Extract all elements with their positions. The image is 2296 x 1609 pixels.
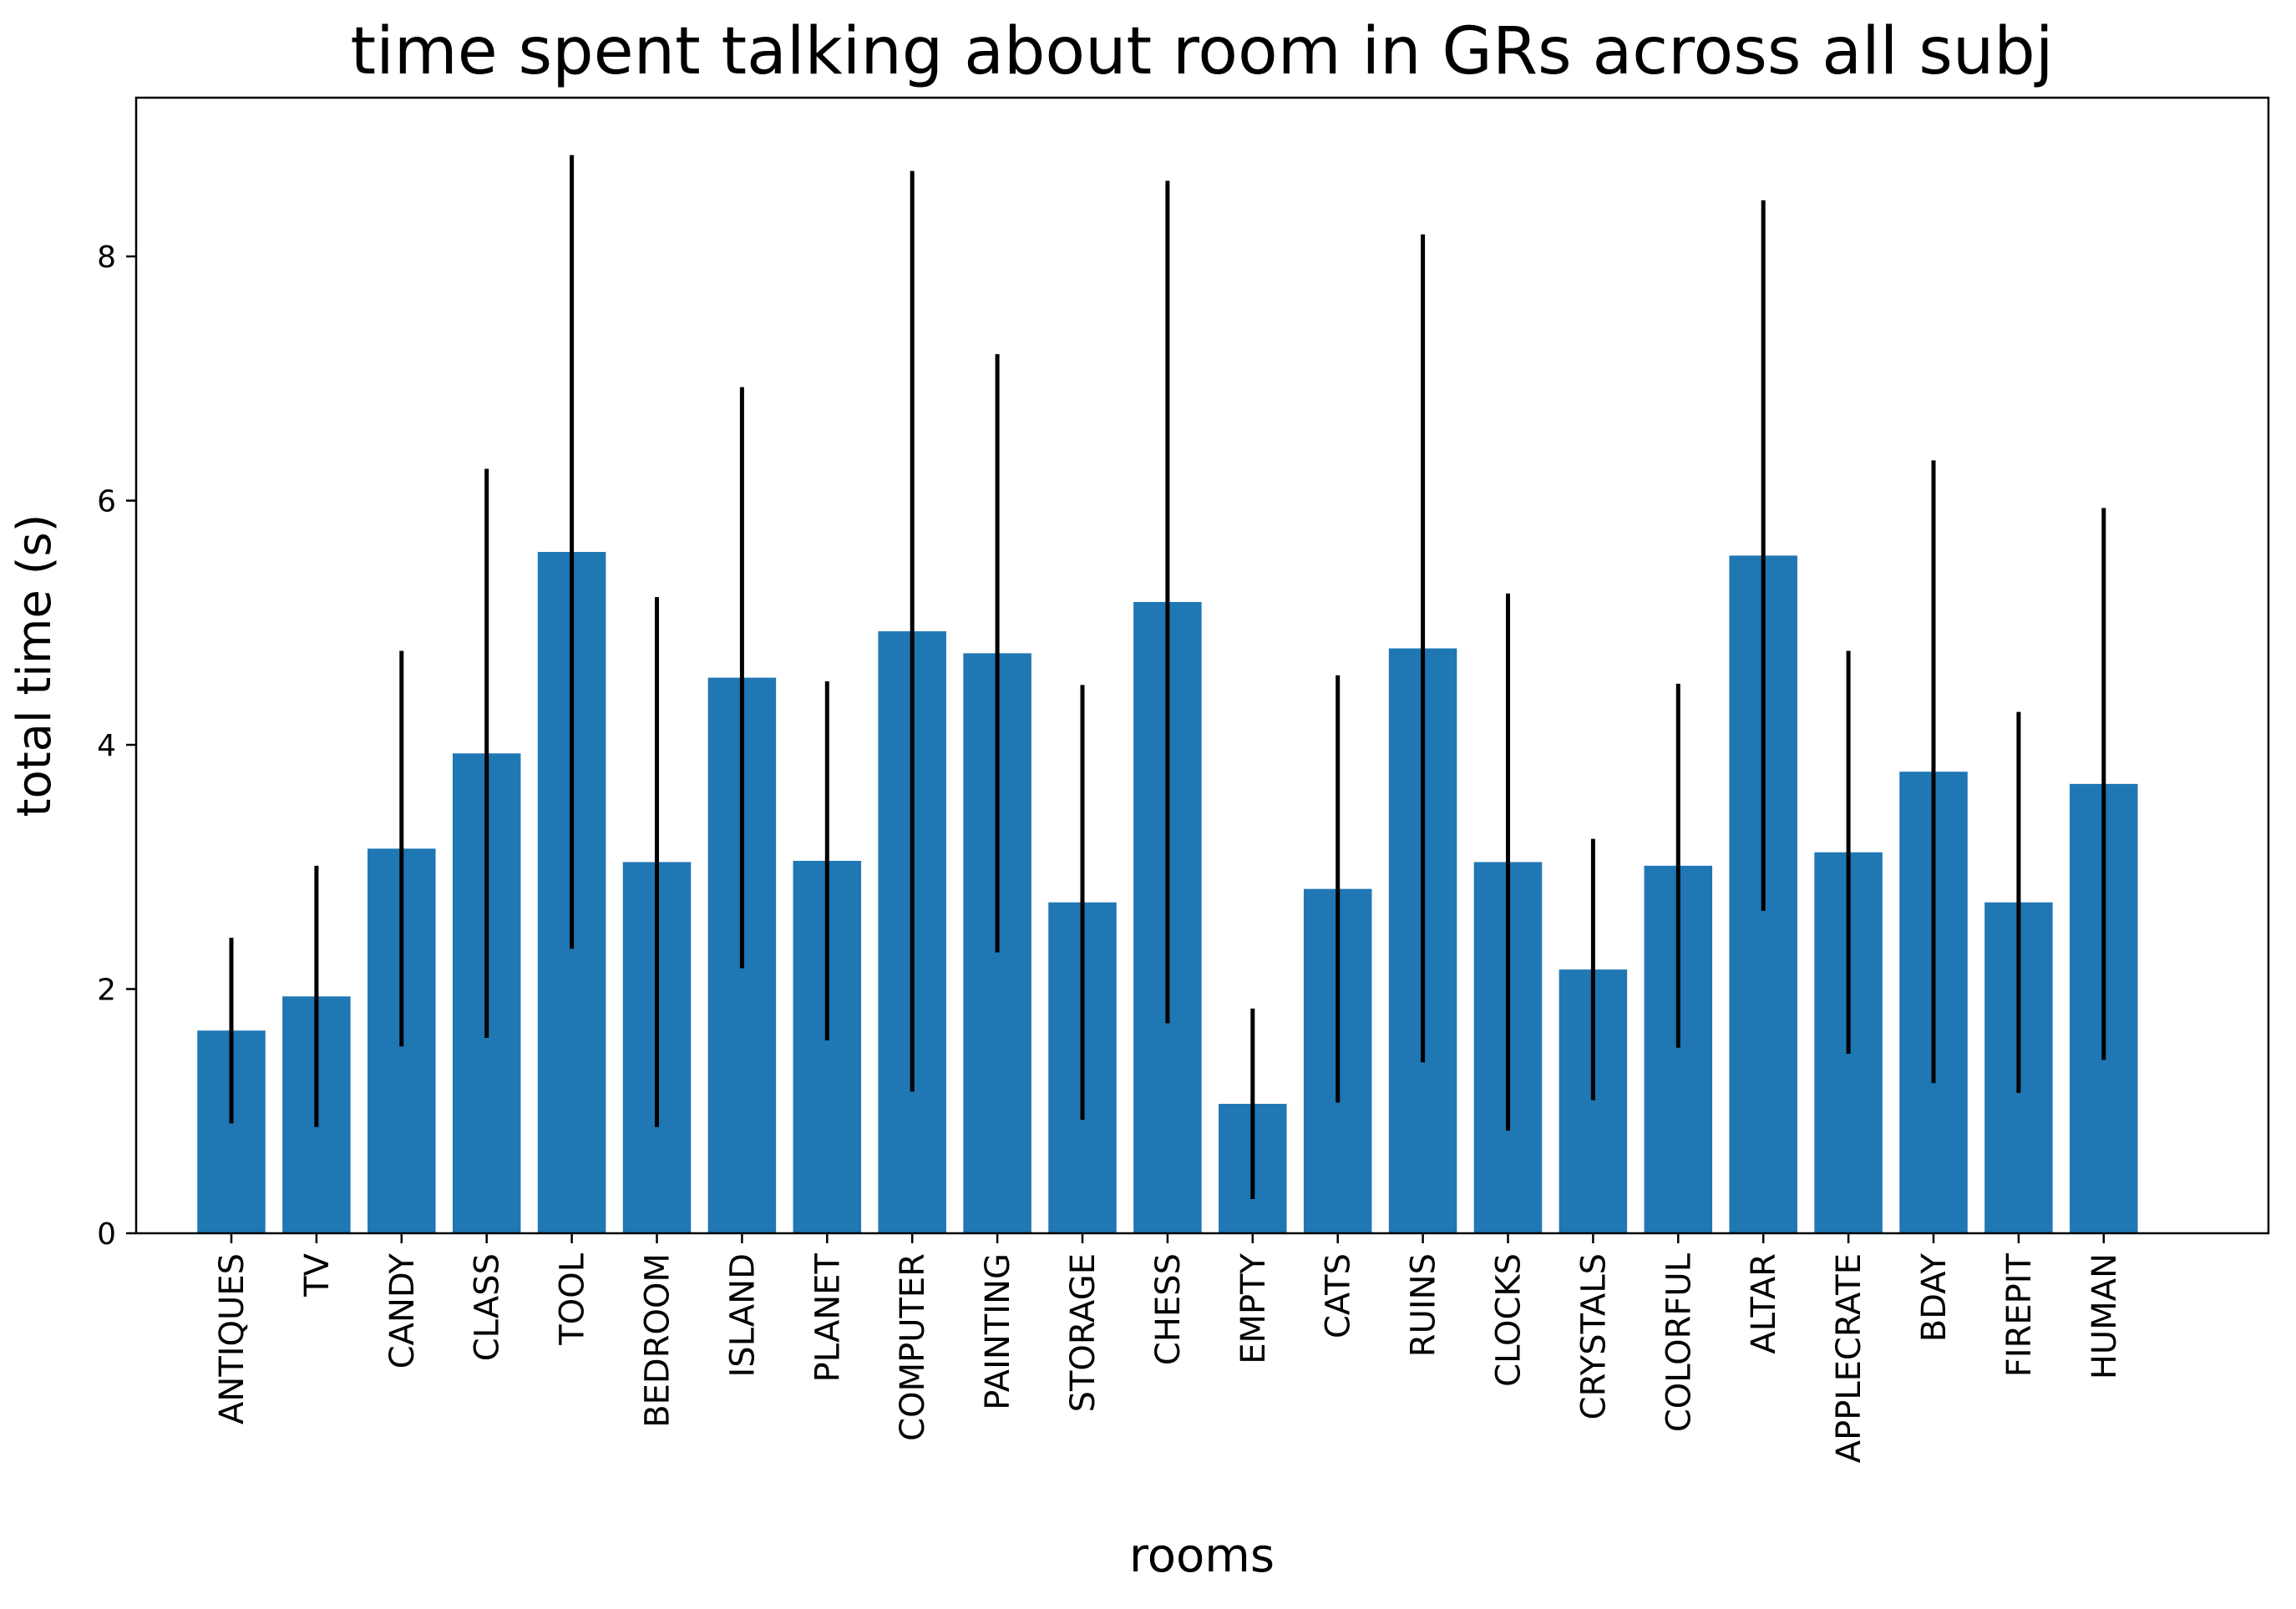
x-tick-label-altar: ALTAR xyxy=(1745,1253,1783,1354)
x-axis: ANTIQUES TV CANDY CLASS TOOL BEDROOM ISLAND PLA… xyxy=(213,1233,2124,1463)
y-axis: 0 2 4 6 8 xyxy=(97,240,136,1252)
x-tick-label-cats: CATS xyxy=(1320,1253,1358,1338)
x-tick-label-empty: EMPTY xyxy=(1234,1252,1273,1364)
x-tick-label-tv: TV xyxy=(298,1252,337,1297)
y-tick-label: 8 xyxy=(97,240,116,275)
x-tick-label-firepit: FIREPIT xyxy=(2000,1252,2039,1377)
y-tick-label: 0 xyxy=(97,1217,116,1252)
x-tick-label-island: ISLAND xyxy=(723,1253,762,1377)
x-tick-label-storage: STORAGE xyxy=(1064,1253,1102,1412)
error-bars-layer xyxy=(229,154,2106,1200)
x-tick-label-computer: COMPUTER xyxy=(894,1253,932,1441)
x-tick-label-antiques: ANTIQUES xyxy=(213,1253,251,1424)
x-tick-label-applecrate: APPLECRATE xyxy=(1830,1253,1868,1463)
y-tick-label: 2 xyxy=(97,974,116,1008)
y-tick-label: 6 xyxy=(97,485,116,519)
x-tick-label-chess: CHESS xyxy=(1149,1253,1188,1365)
x-tick-label-bday: BDAY xyxy=(1915,1252,1954,1342)
x-tick-label-tool: TOOL xyxy=(554,1252,592,1345)
x-tick-label-crystals: CRYSTALS xyxy=(1574,1253,1613,1419)
x-tick-label-colorful: COLORFUL xyxy=(1660,1252,1698,1432)
x-tick-label-painting: PAINTING xyxy=(979,1253,1017,1410)
x-tick-label-human: HUMAN xyxy=(2086,1253,2124,1379)
x-axis-label: rooms xyxy=(1129,1529,1275,1583)
x-tick-label-clocks: CLOCKS xyxy=(1490,1253,1528,1387)
x-tick-label-bedroom: BEDROOM xyxy=(639,1253,677,1428)
x-tick-label-planet: PLANET xyxy=(808,1252,847,1382)
chart-title: time spent talking about room in GRs acr… xyxy=(350,14,2053,89)
plot-frame xyxy=(134,96,2270,1235)
x-tick-label-candy: CANDY xyxy=(383,1252,422,1369)
y-tick-label: 4 xyxy=(97,729,116,763)
x-tick-label-ruins: RUINS xyxy=(1405,1253,1443,1357)
x-tick-label-class: CLASS xyxy=(469,1253,507,1361)
y-axis-label: total time (s) xyxy=(8,514,62,817)
